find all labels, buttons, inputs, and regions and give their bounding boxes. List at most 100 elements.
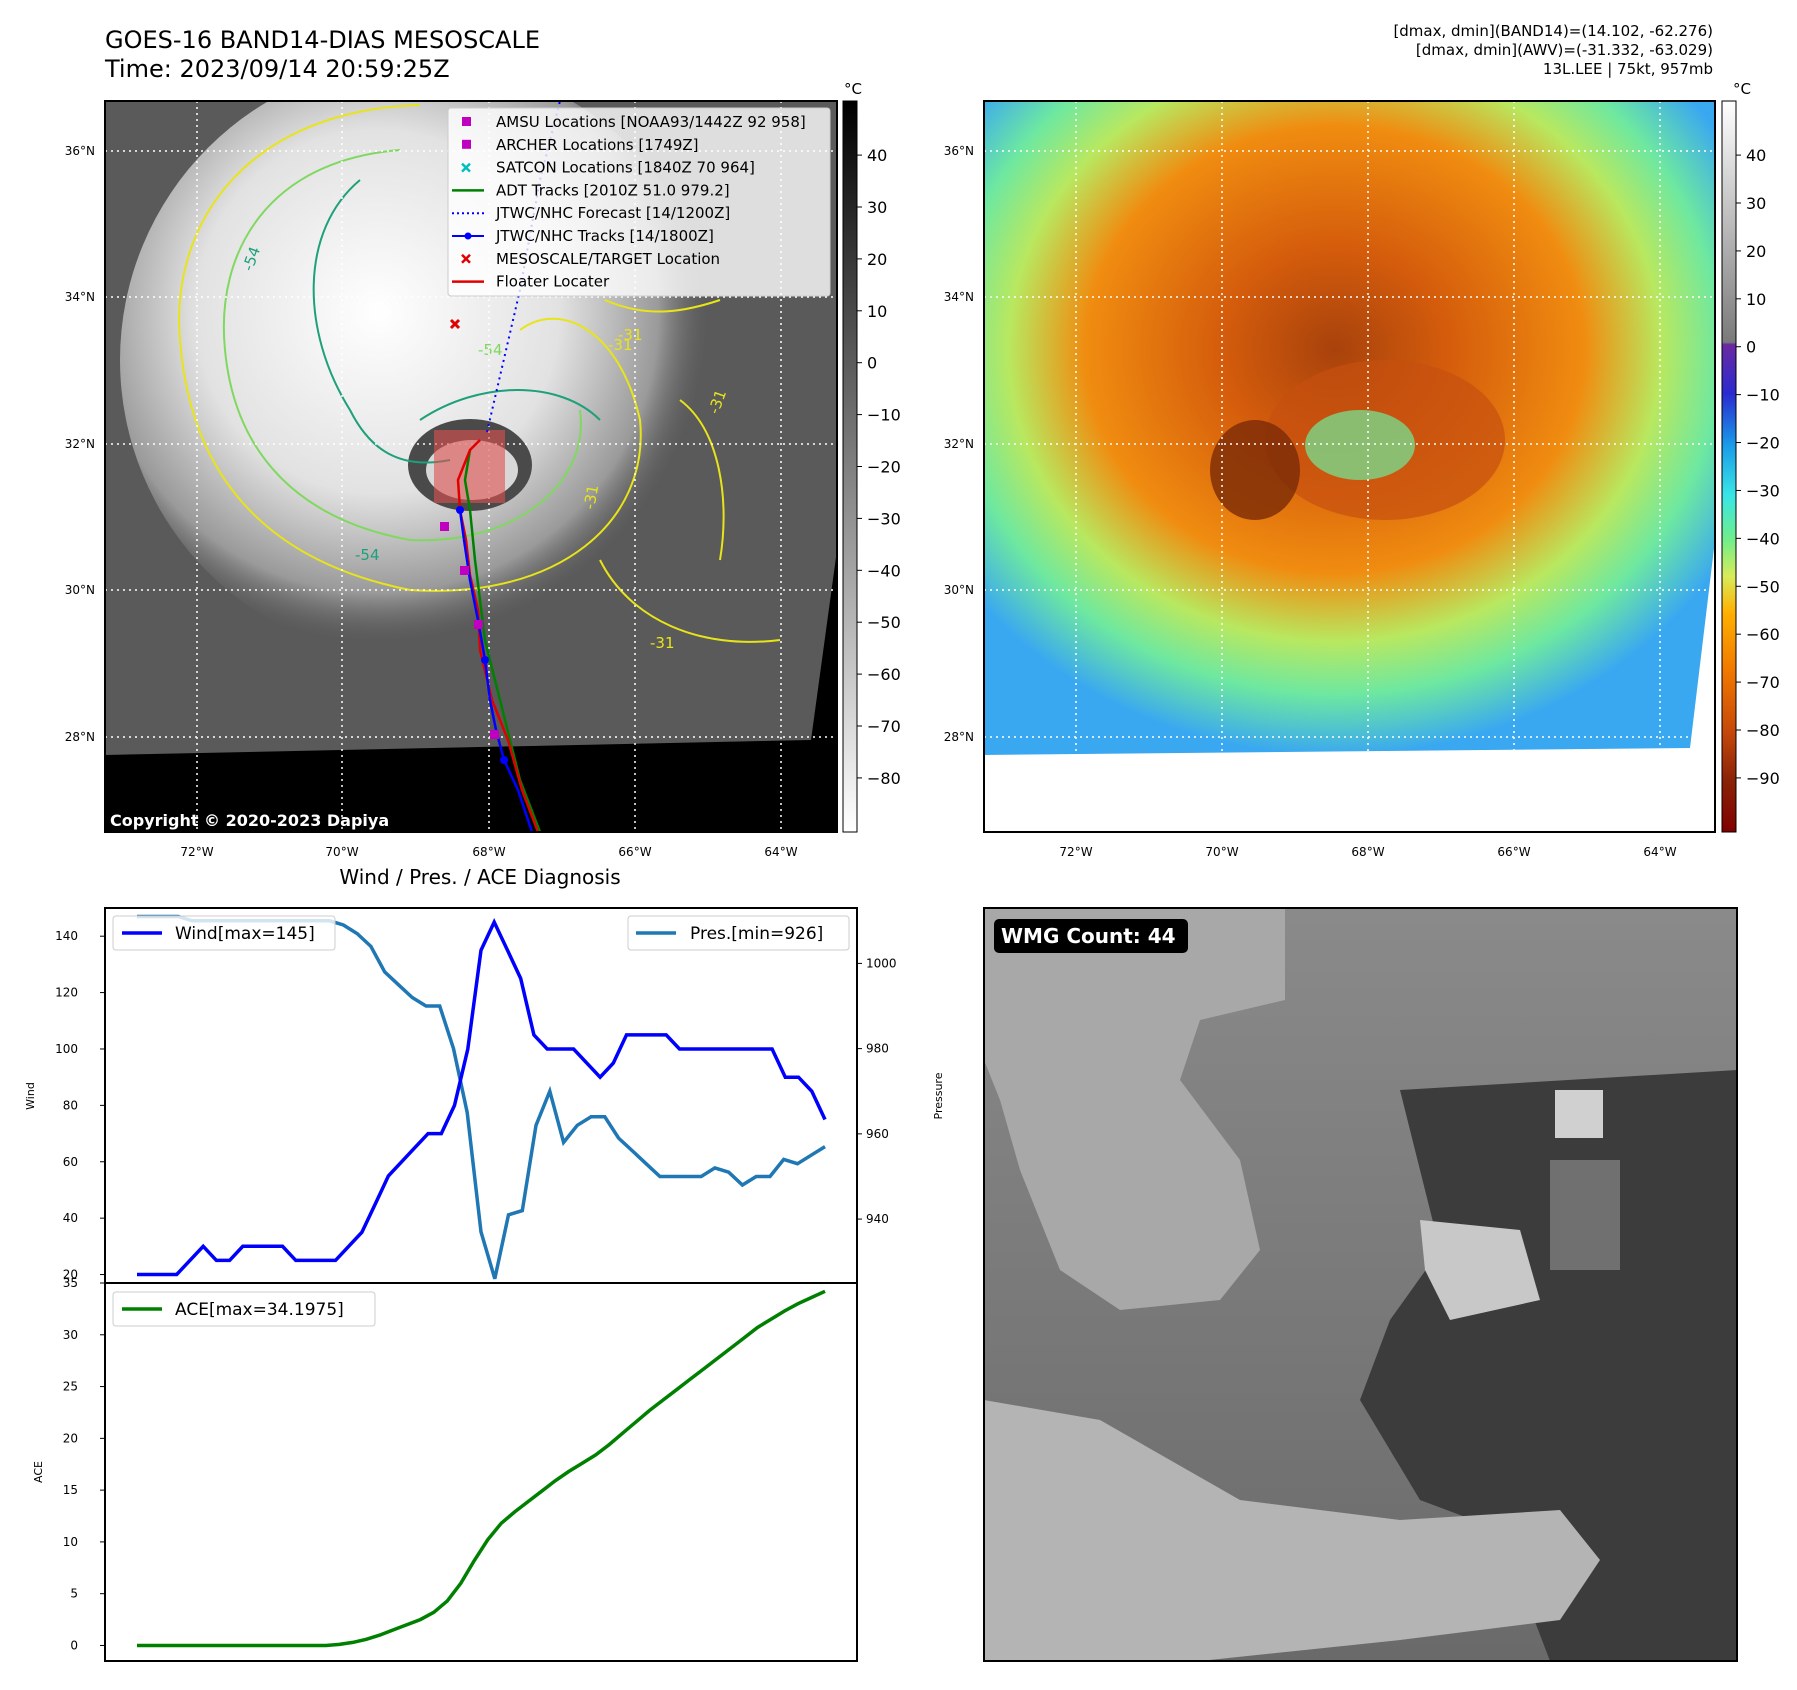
ace-legend-box: [112, 1291, 376, 1327]
ir-colorbar-unit: °C: [844, 80, 862, 98]
y-tick-label: 10: [63, 1535, 78, 1549]
diag-title: Wind / Pres. / ACE Diagnosis: [339, 865, 620, 889]
title-line-2: Time: 2023/09/14 20:59:25Z: [105, 55, 450, 83]
lat-label: 36°N: [65, 144, 95, 158]
ir-contour-yellow-3: [604, 299, 721, 313]
cb-tick-label: 20: [867, 250, 887, 269]
legend-label-3: ADT Tracks [2010Z 51.0 979.2]: [496, 181, 730, 199]
cb-tick-label: 0: [1746, 338, 1756, 357]
contour-label-5: -54: [478, 341, 503, 359]
y-tick-label: 15: [63, 1483, 78, 1497]
cb-tick-label: −60: [1746, 625, 1780, 644]
archer-point-4: [490, 730, 499, 739]
lat-label: 34°N: [65, 290, 95, 304]
y-tick-label: 80: [63, 1098, 78, 1112]
cb-tick-label: 0: [867, 354, 877, 373]
y-tick-label: 35: [63, 1276, 78, 1290]
awv-dark-band: [1210, 420, 1300, 520]
cb-tick-label: −10: [867, 406, 901, 425]
best-track-point-2: [481, 656, 489, 664]
awv-lat-labels: 36°N 34°N 32°N 30°N 28°N: [944, 144, 974, 744]
y-tick-label: 100: [55, 1042, 78, 1056]
cb-tick-label: −90: [1746, 769, 1780, 788]
contour-label-2: -54: [355, 546, 380, 564]
contour-label-7: -31: [650, 634, 675, 652]
lat-label: 36°N: [944, 144, 974, 158]
wmg-bright-cell: [1420, 1220, 1540, 1320]
cb-tick-label: 10: [1746, 290, 1766, 309]
pressure-legend-label: Pres.[min=926]: [690, 924, 823, 944]
legend-swatch-1: [462, 139, 471, 149]
cb-tick-label: −50: [867, 613, 901, 632]
legend-swatch-6: [461, 253, 471, 264]
awv-colorbar-unit: °C: [1733, 80, 1751, 98]
y-tick-label: 960: [866, 1127, 889, 1141]
cb-tick-label: −40: [867, 561, 901, 580]
pressure-legend: Pres.[min=926]: [627, 915, 850, 951]
y-tick-label: 5: [70, 1587, 78, 1601]
y-tick-label: 940: [866, 1212, 889, 1226]
y-tick-label: 120: [55, 986, 78, 1000]
storm-info: [dmax, dmin](BAND14)=(14.102, -62.276) […: [1393, 22, 1713, 79]
lat-label: 32°N: [944, 437, 974, 451]
lat-label: 32°N: [65, 437, 95, 451]
contour-label-6: -31: [580, 483, 602, 510]
lat-label: 34°N: [944, 290, 974, 304]
lon-label: 68°W: [472, 845, 505, 859]
lon-label: 64°W: [764, 845, 797, 859]
wmg-bright-band: [984, 1400, 1600, 1661]
lon-label: 68°W: [1351, 845, 1384, 859]
lon-label: 64°W: [1643, 845, 1676, 859]
wmg-dark-region: [1360, 1070, 1737, 1661]
y-tick-label: 140: [55, 929, 78, 943]
y-tick-label: 40: [63, 1211, 78, 1225]
lat-label: 30°N: [65, 583, 95, 597]
legend-label-6: MESOSCALE/TARGET Location: [496, 250, 720, 268]
legend-swatch-2: [461, 162, 471, 173]
lat-label: 28°N: [944, 730, 974, 744]
title-line-1: GOES-16 BAND14-DIAS MESOSCALE: [105, 26, 541, 54]
wmg-mid-block: [1550, 1160, 1620, 1270]
y-tick-label: 30: [63, 1328, 78, 1342]
ir-nodata-region: [105, 101, 837, 832]
legend-label-7: Floater Locater: [496, 273, 610, 291]
awv-panel: [984, 101, 1715, 832]
y-tick-label: 980: [866, 1042, 889, 1056]
ace-series-line: [137, 1289, 826, 1648]
target-marker: [449, 318, 461, 330]
wind-legend: Wind[max=145]: [112, 915, 336, 951]
pressure-ticks: 1000 980 960 940: [857, 956, 897, 1226]
info-line-3: 13L.LEE | 75kt, 957mb: [1542, 60, 1713, 78]
wmg-bright-block: [1555, 1090, 1603, 1138]
figure-title: GOES-16 BAND14-DIAS MESOSCALE Time: 2023…: [105, 26, 540, 84]
cb-tick-label: −60: [867, 665, 901, 684]
lon-label: 72°W: [1059, 845, 1092, 859]
ir-colorbar: [842, 100, 858, 833]
ace-ticks: 35 30 25 20 15 10 5 0: [63, 1276, 105, 1652]
archer-point-2: [460, 566, 469, 575]
cb-tick-label: 20: [1746, 242, 1766, 261]
legend-swatch-5-dot: [464, 232, 472, 240]
cb-tick-label: 40: [1746, 146, 1766, 165]
cb-tick-label: −70: [1746, 673, 1780, 692]
y-tick-label: 60: [63, 1155, 78, 1169]
wind-series-line: [137, 917, 827, 1277]
ir-colorbar-ticks: 40 30 20 10 0 −10 −20 −30 −40 −50 −60 −70 −80: [857, 146, 901, 788]
y-tick-label: 20: [63, 1268, 78, 1282]
cb-tick-label: 30: [867, 198, 887, 217]
cb-tick-label: −20: [1746, 434, 1780, 453]
lat-label: 30°N: [944, 583, 974, 597]
copyright-text: Copyright © 2020-2023 Dapiya: [110, 811, 389, 830]
info-line-1: [dmax, dmin](BAND14)=(14.102, -62.276): [1393, 22, 1713, 40]
floater-track: [456, 439, 540, 832]
cb-tick-label: 10: [867, 302, 887, 321]
lon-label: 66°W: [618, 845, 651, 859]
cb-tick-label: −80: [1746, 721, 1780, 740]
wind-ylabel: Wind: [24, 1082, 37, 1110]
wmg-panel: [984, 908, 1737, 1661]
ace-ylabel: ACE: [32, 1461, 45, 1483]
ir-legend: AMSU Locations [NOAA93/1442Z 92 958] ARCH…: [447, 107, 831, 297]
awv-colorbar-ticks: 40 30 20 10 0 −10 −20 −30 −40 −50 −60 −70 −80 −90: [1736, 146, 1780, 788]
y-tick-label: 1000: [866, 956, 897, 970]
